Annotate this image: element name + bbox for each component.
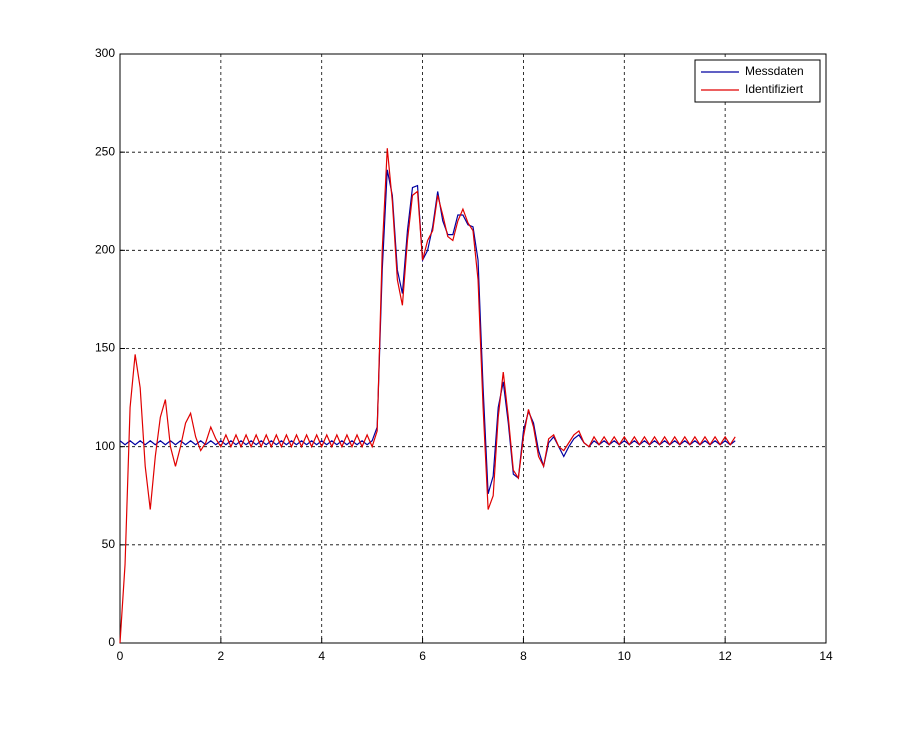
plot-frame (119, 53, 827, 644)
y-tick-label: 200 (95, 243, 115, 257)
x-tick-label: 6 (419, 649, 426, 663)
y-tick-label: 100 (95, 439, 115, 453)
x-tick-label: 10 (618, 649, 632, 663)
x-tick-label: 12 (718, 649, 732, 663)
legend-label: Messdaten (745, 64, 804, 78)
legend-box (694, 59, 821, 103)
data-line (119, 148, 736, 644)
x-tick-label: 4 (318, 649, 325, 663)
y-tick-label: 50 (102, 537, 116, 551)
x-tick-label: 0 (117, 649, 124, 663)
y-tick-label: 250 (95, 144, 115, 158)
y-tick-label: 150 (95, 341, 115, 355)
x-tick-label: 8 (520, 649, 527, 663)
y-tick-label: 0 (108, 635, 115, 649)
x-tick-label: 2 (218, 649, 225, 663)
legend-label: Identifiziert (745, 82, 804, 96)
x-tick-label: 14 (819, 649, 833, 663)
y-tick-label: 300 (95, 46, 115, 60)
